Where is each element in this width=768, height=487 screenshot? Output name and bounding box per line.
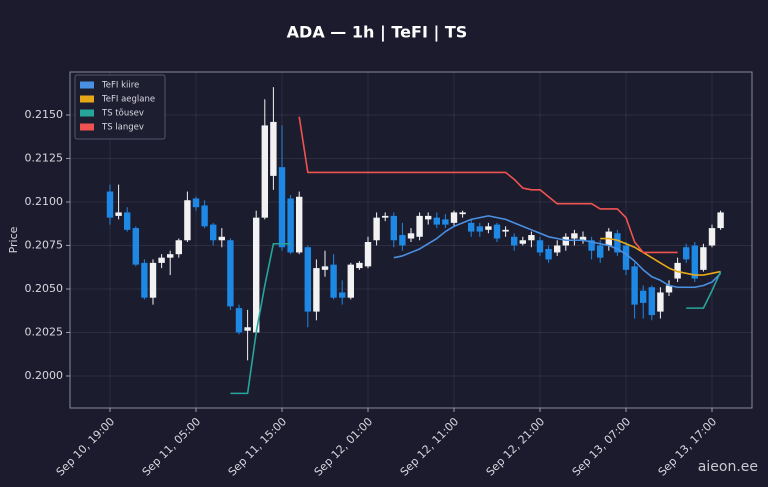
candle-body [227, 240, 234, 307]
candle-body [253, 217, 260, 333]
candle-body [683, 247, 690, 260]
legend-label: TeFI aeglane [101, 95, 155, 105]
candle-body [278, 167, 286, 248]
candle-body [390, 215, 397, 241]
candle-body [640, 290, 647, 303]
candle-body [287, 198, 294, 253]
legend-swatch [80, 123, 94, 131]
candle-body [708, 228, 716, 246]
y-tick-label: 0.2125 [25, 151, 64, 164]
candle-body [622, 245, 630, 270]
candle-body [545, 248, 552, 260]
candle-body [562, 236, 569, 246]
y-tick-label: 0.2100 [25, 195, 64, 208]
candle-body [717, 212, 724, 229]
candle-body [356, 262, 363, 269]
y-tick-label: 0.2050 [25, 282, 64, 295]
candle-body [665, 285, 673, 293]
candle-body [141, 262, 148, 298]
candle-body [330, 264, 337, 298]
candle-body [149, 262, 157, 298]
candle-body [536, 240, 544, 253]
candle-body [235, 308, 243, 333]
candle-body [218, 236, 225, 241]
candle-body [115, 212, 122, 216]
legend-swatch [80, 81, 94, 89]
candle-body [132, 228, 139, 265]
legend-box [74, 74, 166, 140]
indicator-line [230, 242, 722, 395]
candle-body [399, 235, 406, 246]
candle-body [347, 264, 354, 298]
candle-body [631, 266, 638, 305]
candle-body [476, 226, 483, 232]
candle-body [700, 247, 707, 270]
candle-body [493, 224, 501, 239]
y-tick-label: 0.2000 [25, 369, 64, 382]
candle-body [296, 196, 303, 253]
candle-body [485, 226, 492, 230]
candle-body [459, 212, 466, 215]
chart-title: ADA — 1h | TeFI | TS [287, 23, 468, 43]
legend-label: TS langev [101, 123, 144, 133]
candle-body [175, 240, 182, 255]
indicator-line [393, 215, 722, 289]
candle-body [184, 200, 191, 241]
candle-body [597, 245, 604, 258]
candle-body [571, 233, 578, 239]
candle-body [313, 268, 320, 312]
candle-body [158, 257, 165, 263]
candle-body [468, 222, 475, 232]
candle-body [674, 262, 681, 279]
candle-body [450, 212, 458, 223]
candle-body [433, 217, 440, 225]
candle-body [167, 254, 174, 258]
candle-body [373, 217, 380, 241]
candle-body [364, 242, 372, 267]
candle-body [270, 121, 277, 176]
indicator-line [600, 237, 721, 276]
y-tick-label: 0.2075 [25, 238, 64, 251]
candle-body [579, 236, 587, 241]
candle-body [339, 292, 346, 298]
candle-body [519, 240, 526, 244]
legend-label: TeFI kiire [101, 81, 139, 91]
candle-body [588, 240, 595, 251]
indicator-line [298, 116, 678, 254]
candle-body [407, 233, 415, 239]
legend: TeFI kiire TeFI aeglane TS tõusev TS langev [74, 74, 166, 140]
marks [106, 87, 724, 395]
candle-body [304, 247, 311, 312]
candle-body [502, 229, 509, 232]
candle-body [657, 292, 664, 312]
candle-body [192, 198, 200, 208]
candle-body [528, 235, 535, 241]
candle-body [425, 215, 432, 220]
watermark: aieon.ee [698, 459, 758, 475]
candle-body [554, 245, 561, 253]
candle-body [416, 215, 423, 237]
candle-body [442, 219, 449, 225]
y-axis-label: Price [7, 226, 20, 253]
candle-body [124, 212, 131, 230]
legend-swatch [80, 109, 94, 117]
legend-label: TS tõusev [101, 109, 144, 119]
candle-body [106, 191, 114, 218]
legend-swatch [80, 95, 94, 103]
candle-body [261, 125, 268, 218]
candle-body [511, 236, 518, 246]
candle-body [201, 205, 208, 227]
candle-body [614, 233, 621, 253]
y-tick-label: 0.2150 [25, 108, 64, 121]
candle-body [648, 287, 655, 316]
candle-body [321, 266, 329, 270]
y-tick-label: 0.2025 [25, 325, 64, 338]
candle-body [382, 215, 389, 218]
candle-body [210, 224, 217, 241]
candle-body [691, 245, 698, 279]
candle-body [244, 327, 251, 331]
